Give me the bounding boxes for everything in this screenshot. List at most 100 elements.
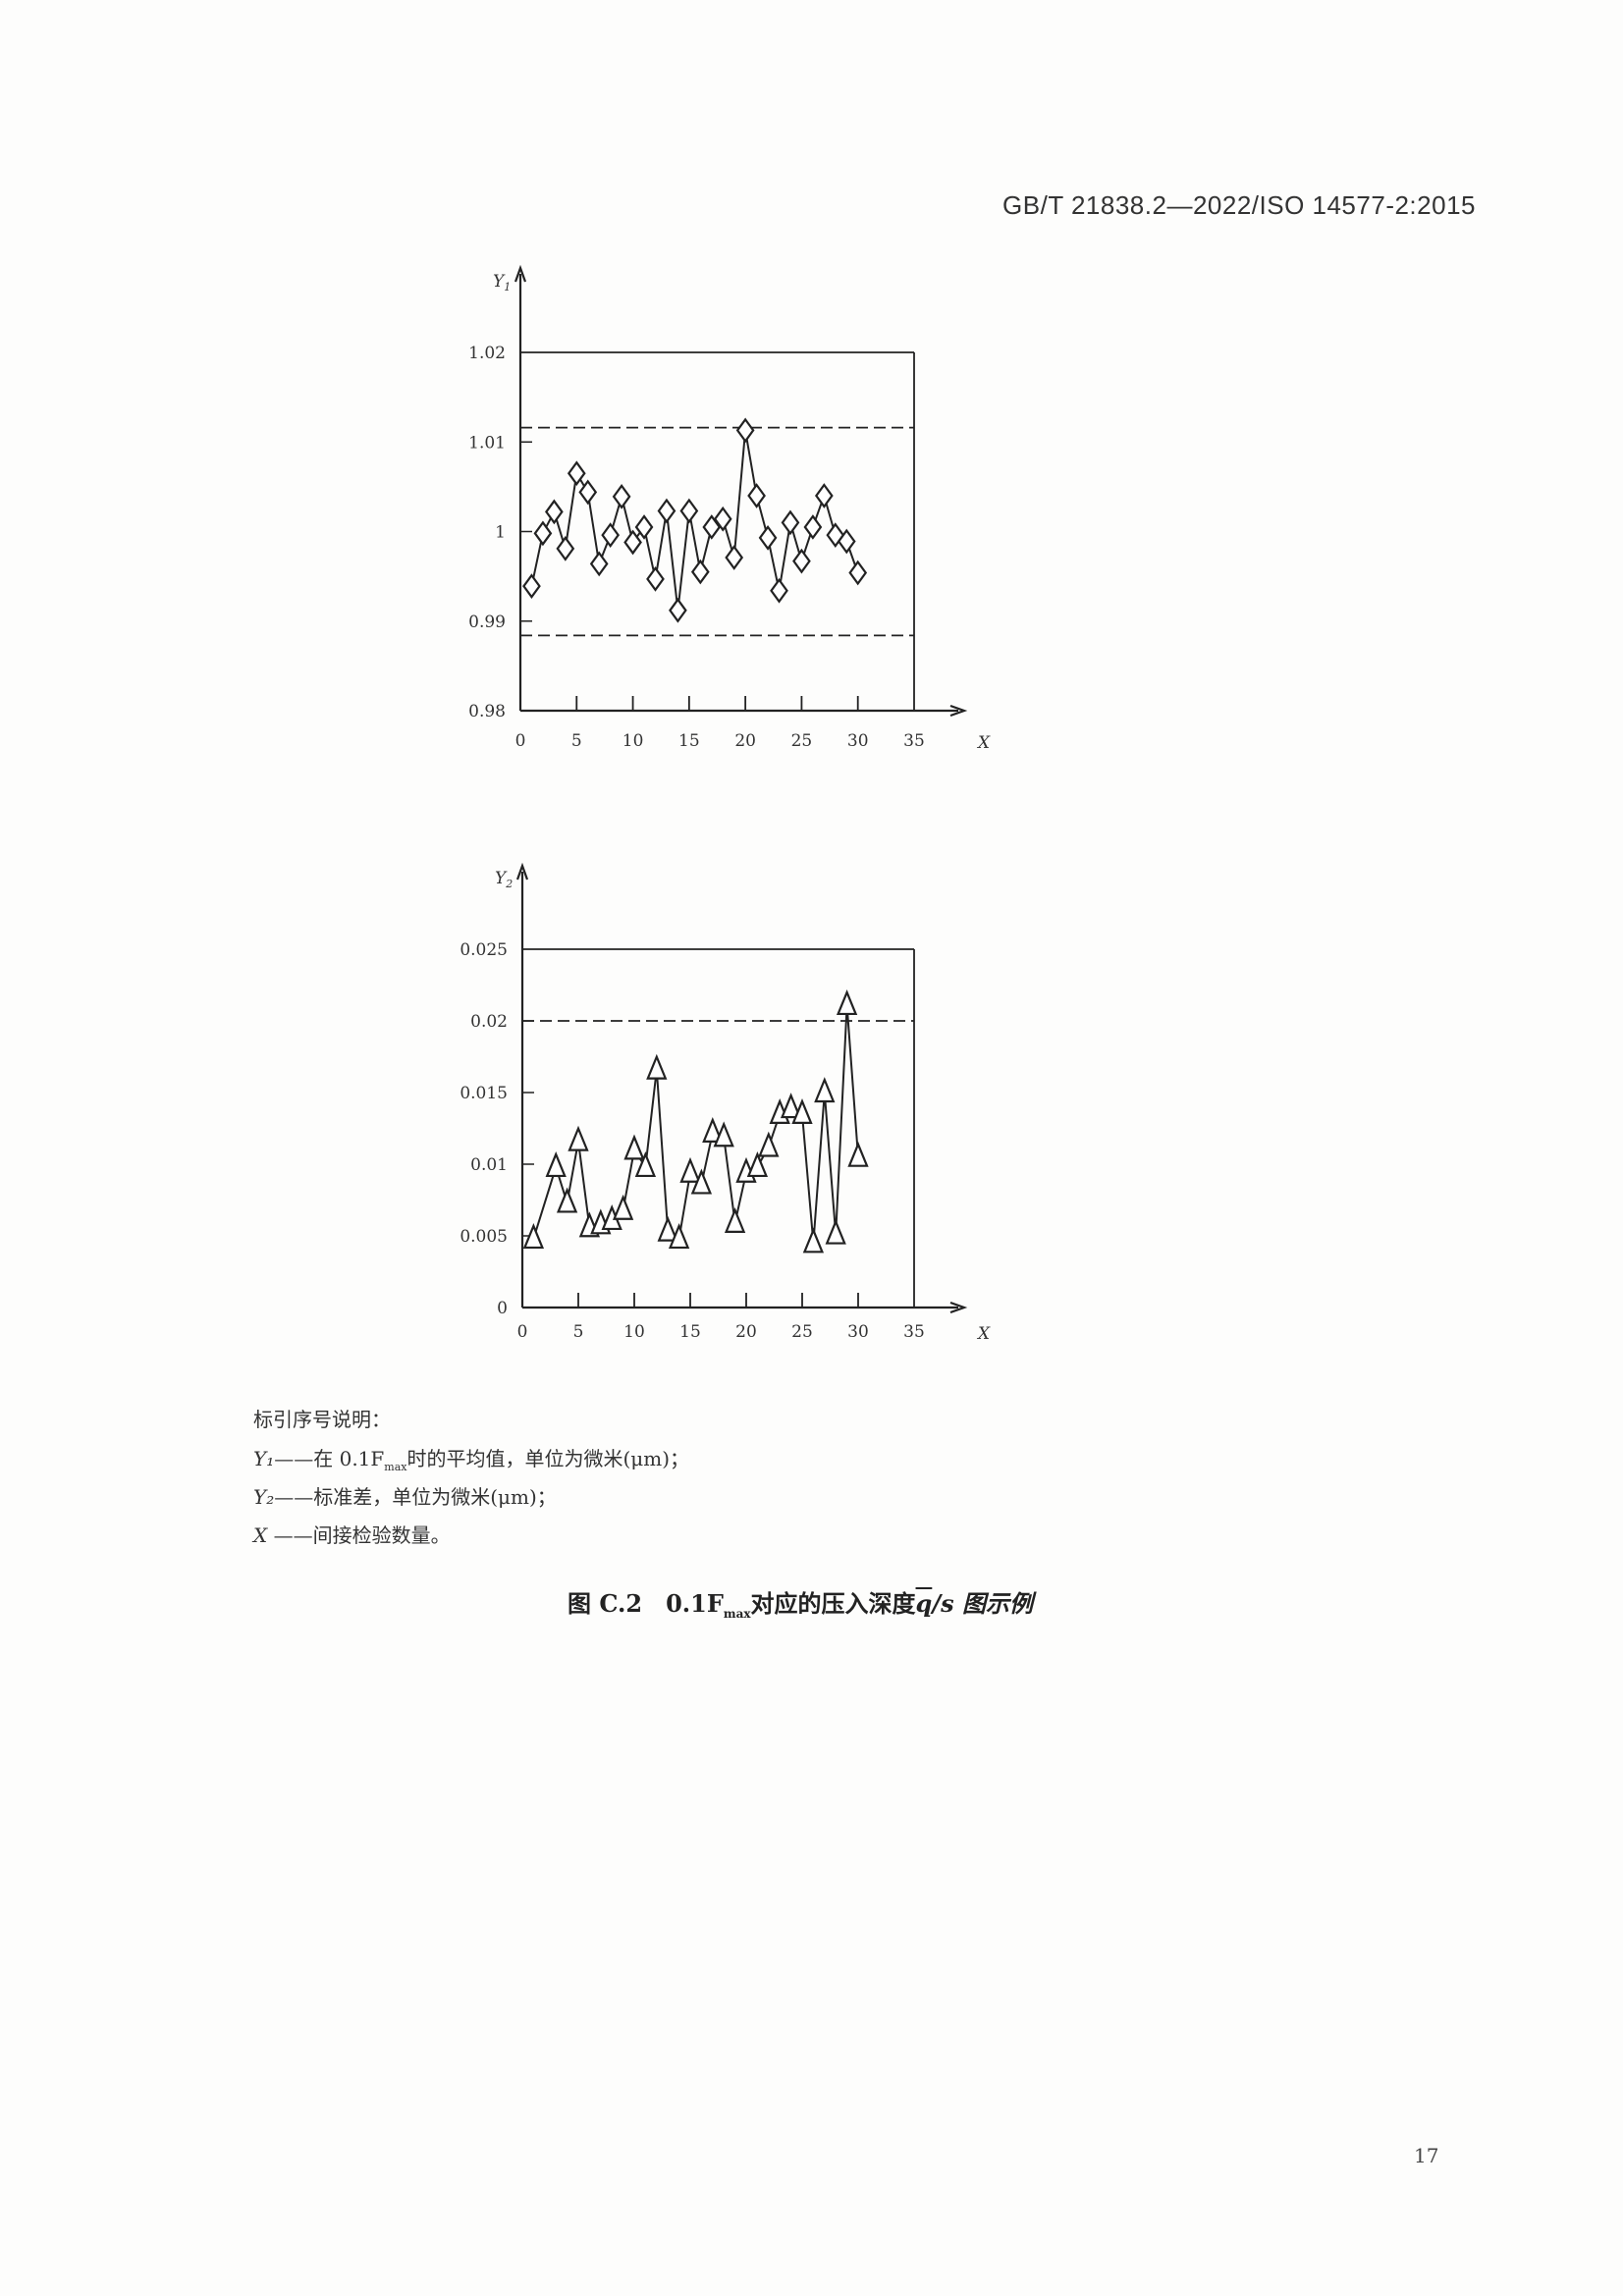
data-point-diamond — [792, 548, 811, 574]
y-axis-label: Y2 — [495, 869, 513, 890]
caption-qbar: q — [915, 1589, 933, 1618]
x-tick-label: 35 — [903, 1322, 925, 1342]
data-point-triangle — [814, 1077, 836, 1103]
legend-key: Y₁ — [253, 1447, 275, 1470]
caption-prefix: 图 C.2 0.1F — [568, 1589, 724, 1618]
x-tick-label: 15 — [679, 1322, 701, 1342]
x-tick-label: 25 — [791, 1322, 813, 1342]
data-point-diamond — [758, 525, 778, 551]
x-tick-label: 5 — [573, 1322, 584, 1342]
data-point-diamond — [669, 597, 687, 623]
data-point-diamond — [578, 479, 598, 506]
x-tick-label: 30 — [847, 1322, 869, 1342]
data-point-triangle — [702, 1116, 724, 1143]
data-point-diamond — [848, 560, 868, 586]
chart-1: 0.98 0.99 1 1.01 1.02 0 5 10 15 20 25 30 35 Y1 X — [468, 264, 991, 753]
x-tick-label: 0 — [515, 731, 526, 751]
y-tick-label: 0.99 — [468, 613, 506, 632]
page-number: 17 — [1414, 2144, 1439, 2167]
data-point-triangle — [612, 1194, 634, 1220]
data-point-triangle — [568, 1125, 589, 1151]
y-tick-label: 0.005 — [460, 1227, 508, 1247]
data-point-diamond — [612, 484, 631, 509]
x-axis-label: X — [976, 733, 991, 753]
x-tick-label: 0 — [517, 1322, 528, 1342]
data-point-diamond — [713, 506, 732, 532]
y-tick-label: 0.025 — [460, 940, 508, 960]
data-point-diamond — [623, 529, 642, 556]
y-axis-arrow — [515, 862, 529, 881]
data-point-diamond — [803, 514, 823, 540]
data-point-diamond — [770, 577, 788, 604]
legend-title: 标引序号说明： — [253, 1408, 391, 1431]
data-point-triangle — [668, 1223, 690, 1250]
y-axis-arrow — [514, 264, 527, 283]
legend-text-rest: 时的平均值，单位为微米(μm)； — [406, 1447, 690, 1470]
x-tick-label: 10 — [623, 1322, 645, 1342]
y-tick-label: 0.02 — [470, 1012, 508, 1032]
data-point-diamond — [657, 498, 676, 524]
caption-middle: 对应的压入深度 — [750, 1589, 916, 1618]
caption-suffix: /s 图示例 — [932, 1589, 1033, 1618]
data-point-diamond — [702, 514, 722, 540]
legend-key: Y₂ — [253, 1485, 275, 1509]
x-tick-label: 25 — [791, 731, 813, 751]
data-point-triangle — [791, 1097, 813, 1124]
data-point-diamond — [601, 522, 621, 549]
data-point-triangle — [690, 1168, 713, 1195]
data-point-triangle — [556, 1187, 578, 1213]
legend-item-x: X ——间接检验数量。 — [253, 1520, 451, 1548]
legend-key: X — [253, 1523, 268, 1547]
y-tick-label: 0.01 — [470, 1155, 508, 1175]
y-tick-label: 0.015 — [460, 1084, 508, 1103]
data-point-diamond — [634, 514, 654, 540]
series-line — [532, 1004, 859, 1244]
data-point-diamond — [679, 498, 699, 524]
data-point-triangle — [679, 1156, 701, 1183]
data-point-triangle — [713, 1121, 734, 1148]
x-tick-label: 5 — [571, 731, 582, 751]
caption-sub: max — [723, 1606, 751, 1621]
y-axis-label: Y1 — [493, 272, 511, 294]
y-tick-label: 1.02 — [468, 344, 506, 363]
legend-item-y1: Y₁——在 0.1Fmax时的平均值，单位为微米(μm)； — [253, 1443, 689, 1473]
data-point-triangle — [646, 1053, 668, 1080]
data-point-triangle — [623, 1134, 645, 1160]
data-point-diamond — [781, 509, 800, 536]
y-tick-label: 0 — [497, 1299, 508, 1318]
legend-item-y2: Y₂——标准差，单位为微米(μm)； — [253, 1481, 557, 1510]
figure-caption: 图 C.2 0.1Fmax对应的压入深度q/s 图示例 — [568, 1584, 1033, 1621]
x-axis-label: X — [976, 1324, 991, 1344]
y-tick-label: 0.98 — [468, 702, 506, 721]
data-point-triangle — [724, 1206, 746, 1233]
data-point-diamond — [690, 559, 710, 585]
standard-header: GB/T 21838.2—2022/ISO 14577-2:2015 — [1002, 190, 1476, 220]
y-tick-label: 1 — [495, 523, 506, 543]
data-point-triangle — [746, 1151, 769, 1178]
data-point-triangle — [847, 1141, 869, 1167]
data-point-triangle — [836, 989, 858, 1016]
data-point-diamond — [646, 565, 665, 592]
x-tick-label: 20 — [734, 731, 756, 751]
legend-text: ——在 0.1F — [274, 1447, 385, 1470]
chart-2: 0 0.005 0.01 0.015 0.02 0.025 0 5 10 15 20 25 30 35 Y2… — [460, 862, 991, 1344]
y-tick-label: 1.01 — [468, 433, 506, 453]
x-axis-arrow — [949, 704, 968, 718]
data-point-triangle — [780, 1093, 802, 1119]
data-point-diamond — [837, 528, 856, 555]
y-axis-label-sub: 1 — [504, 281, 511, 294]
data-point-diamond — [567, 460, 586, 487]
data-point-diamond — [589, 551, 609, 577]
data-point-diamond — [556, 535, 575, 561]
data-point-triangle — [634, 1151, 657, 1178]
data-point-diamond — [533, 520, 553, 547]
legend-text: ——标准差，单位为微米(μm)； — [274, 1485, 557, 1509]
x-tick-label: 35 — [903, 731, 925, 751]
y-axis-label-sub: 2 — [505, 878, 513, 890]
data-point-diamond — [747, 483, 766, 508]
data-point-triangle — [758, 1131, 780, 1157]
data-point-diamond — [522, 573, 541, 600]
legend-sub: max — [384, 1461, 407, 1473]
